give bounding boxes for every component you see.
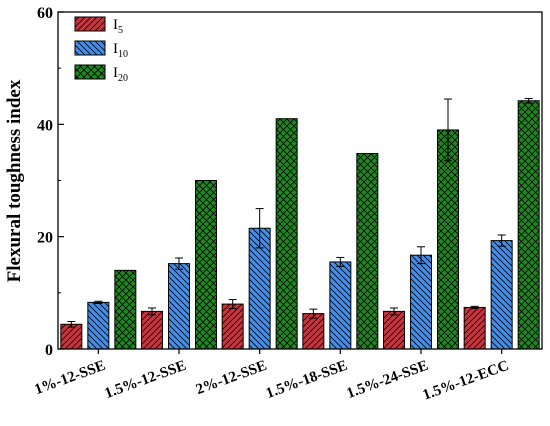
error-bar-I20-1.5%-24-SSE (444, 98, 452, 162)
bar-I5-2%-12-SSE (221, 303, 244, 350)
error-bar-I10-1.5%-12-ECC (497, 234, 506, 247)
bar-I5-1%-12-SSE (60, 323, 83, 350)
bar-I20-1.5%-24-SSE (437, 129, 459, 350)
error-bar-I10-1.5%-24-SSE (417, 246, 425, 265)
x-tick-label: 1%-12-SSE (33, 358, 108, 398)
y-tick-label: 40 (37, 117, 53, 134)
bar-I5-1.5%-18-SSE (302, 313, 325, 350)
bar-I20-1.5%-18-SSE (356, 153, 379, 350)
error-bar-I5-1.5%-12-SSE (148, 307, 156, 316)
error-bar-I5-1.5%-12-ECC (470, 305, 479, 310)
x-tick-label: 1.5%-18-SSE (264, 358, 350, 402)
error-bar-I5-2%-12-SSE (228, 299, 237, 310)
error-bar-I10-1%-12-SSE (94, 300, 103, 305)
bar-I10-1.5%-24-SSE (410, 254, 432, 350)
error-bar-I10-2%-12-SSE (255, 208, 264, 249)
error-bar-I5-1.5%-24-SSE (390, 307, 398, 316)
error-bar-I10-1.5%-12-SSE (175, 257, 183, 270)
error-bar-I10-1.5%-18-SSE (336, 256, 345, 267)
error-bar-I5-1%-12-SSE (67, 320, 76, 328)
legend: I5 I10 I20 (74, 16, 128, 84)
legend-label-I20: I20 (113, 65, 128, 84)
legend-label-I5: I5 (113, 17, 123, 36)
bar-I20-1.5%-12-SSE (195, 180, 217, 350)
y-axis-label: Flexural toughness index (4, 79, 25, 282)
legend-swatch-I10 (74, 40, 106, 56)
x-tick-label: 1.5%-24-SSE (345, 358, 431, 402)
bar-I20-1%-12-SSE (114, 269, 137, 350)
x-tick-label: 2%-12-SSE (194, 358, 269, 398)
y-tick-label: 0 (45, 342, 53, 359)
y-tick-label: 60 (37, 5, 53, 22)
bar-I5-1.5%-12-ECC (463, 306, 486, 350)
x-tick-label: 1.5%-12-ECC (421, 358, 511, 404)
bar-I10-1.5%-18-SSE (329, 261, 352, 350)
x-tick-label: 1.5%-12-SSE (103, 358, 189, 402)
bars-layer (60, 97, 540, 350)
error-bar-I5-1.5%-18-SSE (309, 308, 318, 319)
bar-I5-1.5%-24-SSE (383, 310, 405, 350)
legend-swatch-I5 (74, 16, 106, 32)
bar-I10-1.5%-12-SSE (168, 263, 190, 350)
y-tick-label: 20 (37, 230, 53, 247)
bar-I5-1.5%-12-SSE (141, 310, 163, 350)
bar-I20-1.5%-12-ECC (517, 100, 540, 350)
bar-I20-2%-12-SSE (275, 118, 298, 350)
legend-swatch-I20 (74, 64, 106, 80)
bar-I10-1.5%-12-ECC (490, 240, 513, 350)
error-bar-I20-1.5%-12-ECC (524, 97, 533, 104)
legend-label-I10: I10 (113, 41, 128, 60)
bar-I10-1%-12-SSE (87, 301, 110, 350)
